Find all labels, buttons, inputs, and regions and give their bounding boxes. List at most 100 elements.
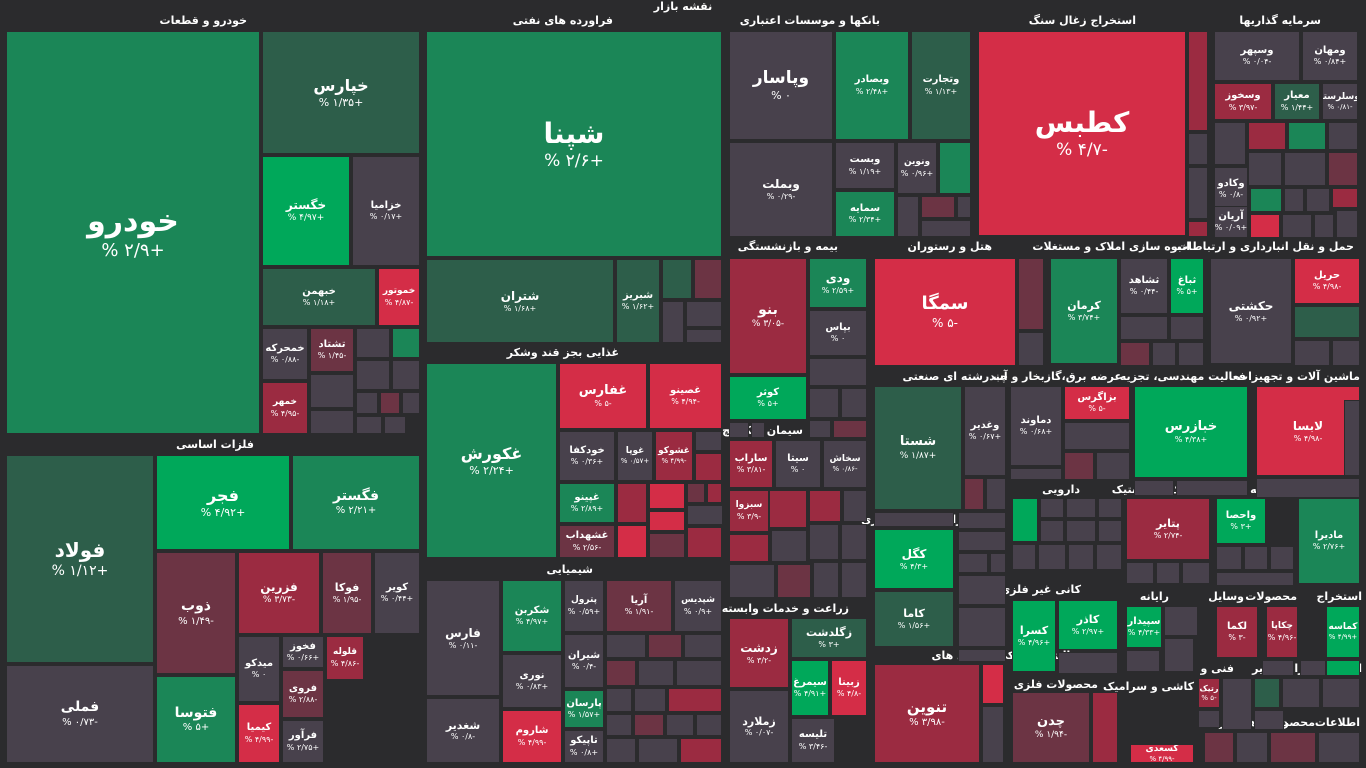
- treemap-tile[interactable]: سیمرغ +۴/۹۱ %: [791, 660, 829, 716]
- treemap-tile[interactable]: [694, 259, 722, 299]
- treemap-tile[interactable]: فتوسا +۵ %: [156, 676, 236, 763]
- treemap-tile[interactable]: میدکو ۰ %: [238, 636, 280, 702]
- treemap-tile[interactable]: [606, 688, 632, 712]
- treemap-tile[interactable]: [662, 259, 692, 299]
- treemap-tile[interactable]: شکربن +۴/۹۷ %: [502, 580, 562, 652]
- treemap-tile[interactable]: [649, 511, 685, 531]
- treemap-tile[interactable]: [809, 358, 867, 386]
- treemap-tile[interactable]: [1254, 678, 1280, 708]
- treemap-tile[interactable]: [813, 562, 839, 598]
- treemap-tile[interactable]: [1064, 452, 1094, 480]
- treemap-tile[interactable]: [1176, 480, 1248, 496]
- treemap-tile[interactable]: [729, 564, 775, 598]
- treemap-tile[interactable]: کاذر +۲/۹۷ %: [1058, 600, 1118, 650]
- treemap-tile[interactable]: [638, 738, 678, 763]
- treemap-tile[interactable]: [1244, 546, 1268, 570]
- treemap-tile[interactable]: [695, 453, 722, 481]
- treemap-tile[interactable]: [1018, 332, 1044, 366]
- treemap-tile[interactable]: [1300, 660, 1326, 676]
- treemap-tile[interactable]: بنو -۳/۰۵ %: [729, 258, 807, 374]
- treemap-tile[interactable]: وپاسار ۰ %: [729, 31, 833, 140]
- treemap-tile[interactable]: [392, 360, 420, 390]
- treemap-tile[interactable]: [751, 422, 765, 438]
- treemap-tile[interactable]: [958, 607, 1006, 647]
- treemap-tile[interactable]: کسعدی -۴/۹۹ %: [1130, 744, 1194, 763]
- treemap-tile[interactable]: [1270, 732, 1316, 763]
- treemap-tile[interactable]: [686, 329, 722, 343]
- treemap-tile[interactable]: [843, 490, 867, 522]
- treemap-tile[interactable]: [1012, 498, 1038, 542]
- treemap-tile[interactable]: [833, 420, 867, 438]
- treemap-tile[interactable]: [1126, 562, 1154, 584]
- treemap-tile[interactable]: [662, 301, 684, 343]
- treemap-tile[interactable]: [1188, 31, 1208, 131]
- treemap-tile[interactable]: [958, 575, 1006, 605]
- treemap-tile[interactable]: [617, 483, 647, 523]
- treemap-tile[interactable]: خودکفا +۰/۳۶ %: [559, 431, 615, 481]
- treemap-tile[interactable]: خگستر +۴/۹۷ %: [262, 156, 350, 266]
- treemap-tile[interactable]: [680, 738, 722, 763]
- treemap-tile[interactable]: رتیک -۵ %: [1198, 678, 1220, 708]
- treemap-tile[interactable]: نوری +۰/۸۳ %: [502, 654, 562, 708]
- treemap-tile[interactable]: [1126, 650, 1160, 672]
- treemap-tile[interactable]: [1066, 498, 1096, 518]
- treemap-tile[interactable]: [1064, 422, 1130, 450]
- treemap-tile[interactable]: چدن -۱/۹۴ %: [1012, 692, 1090, 763]
- treemap-tile[interactable]: فارس -۰/۱۱ %: [426, 580, 500, 696]
- treemap-tile[interactable]: [606, 714, 632, 736]
- treemap-tile[interactable]: [1332, 340, 1360, 366]
- treemap-tile[interactable]: [1156, 562, 1180, 584]
- treemap-tile[interactable]: وغدیر +۰/۶۷ %: [964, 386, 1006, 476]
- treemap-tile[interactable]: سپیدار +۴/۳۳ %: [1126, 606, 1162, 648]
- treemap-tile[interactable]: خمهر -۴/۹۵ %: [262, 382, 308, 434]
- treemap-tile[interactable]: [1318, 732, 1360, 763]
- treemap-tile[interactable]: [1284, 152, 1326, 186]
- treemap-tile[interactable]: سمایه +۲/۳۴ %: [835, 191, 895, 237]
- treemap-tile[interactable]: کرمان +۳/۷۴ %: [1050, 258, 1118, 364]
- treemap-tile[interactable]: غشهداب -۲/۵۶ %: [559, 525, 615, 558]
- treemap-tile[interactable]: [1344, 400, 1360, 476]
- treemap-tile[interactable]: [1294, 306, 1360, 338]
- treemap-tile[interactable]: ثباغ +۵ %: [1170, 258, 1204, 314]
- treemap-tile[interactable]: [771, 530, 807, 562]
- treemap-tile[interactable]: [1254, 710, 1284, 730]
- treemap-tile[interactable]: [1096, 544, 1122, 570]
- treemap-tile[interactable]: حکشتی +۰/۹۲ %: [1210, 258, 1292, 364]
- treemap-tile[interactable]: فوکا -۱/۹۵ %: [322, 552, 372, 634]
- treemap-tile[interactable]: چکاپا -۴/۹۶ %: [1266, 606, 1298, 658]
- treemap-tile[interactable]: [638, 660, 674, 686]
- treemap-tile[interactable]: پارسان +۱/۵۷ %: [564, 690, 604, 728]
- treemap-tile[interactable]: دماوند +۰/۶۸ %: [1010, 386, 1062, 466]
- treemap-tile[interactable]: [1092, 692, 1118, 763]
- treemap-tile[interactable]: [606, 660, 636, 686]
- treemap-tile[interactable]: [384, 416, 406, 434]
- treemap-tile[interactable]: [1182, 562, 1210, 584]
- treemap-tile[interactable]: [684, 634, 722, 658]
- treemap-tile[interactable]: [356, 416, 382, 434]
- treemap-tile[interactable]: [982, 706, 1004, 763]
- treemap-tile[interactable]: تاپیکو +۰/۸ %: [564, 730, 604, 763]
- treemap-tile[interactable]: غوپا +۰/۵۷ %: [617, 431, 653, 481]
- treemap-tile[interactable]: مادیرا +۲/۷۶ %: [1298, 498, 1360, 584]
- treemap-tile[interactable]: بپاس ۰ %: [809, 310, 867, 356]
- treemap-tile[interactable]: [841, 562, 867, 598]
- treemap-tile[interactable]: کطبس -۴/۷ %: [978, 31, 1186, 236]
- treemap-tile[interactable]: سبزوا -۳/۹ %: [729, 490, 769, 532]
- treemap-tile[interactable]: [958, 649, 1006, 662]
- treemap-tile[interactable]: [1010, 468, 1062, 480]
- treemap-tile[interactable]: [1216, 572, 1294, 586]
- treemap-tile[interactable]: وسلرستا -۰/۸۱ %: [1322, 83, 1358, 120]
- treemap-tile[interactable]: غپینو +۲/۸۹ %: [559, 483, 615, 523]
- treemap-tile[interactable]: [1040, 498, 1064, 518]
- treemap-tile[interactable]: [634, 714, 664, 736]
- treemap-tile[interactable]: [1306, 188, 1330, 212]
- treemap-tile[interactable]: [1038, 544, 1066, 570]
- treemap-tile[interactable]: واحصا +۳ %: [1216, 498, 1266, 544]
- treemap-tile[interactable]: [356, 360, 390, 390]
- treemap-tile[interactable]: [864, 386, 870, 388]
- treemap-tile[interactable]: ثشاهد -۰/۴۴ %: [1120, 258, 1168, 314]
- treemap-tile[interactable]: [841, 524, 867, 560]
- treemap-tile[interactable]: [1170, 316, 1204, 340]
- treemap-tile[interactable]: کسرا +۴/۹۶ %: [1012, 600, 1056, 672]
- treemap-tile[interactable]: شستا +۱/۸۷ %: [874, 386, 962, 510]
